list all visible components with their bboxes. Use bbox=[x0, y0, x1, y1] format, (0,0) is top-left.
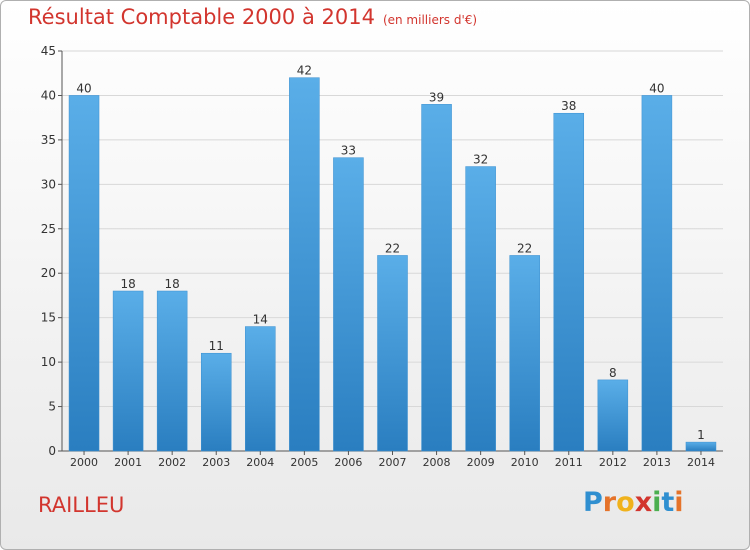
data-label: 8 bbox=[609, 366, 617, 380]
x-tick-label: 2005 bbox=[290, 456, 318, 469]
y-tick-label: 35 bbox=[41, 133, 56, 147]
x-tick-label: 2008 bbox=[423, 456, 451, 469]
bar bbox=[509, 255, 540, 452]
y-tick-label: 20 bbox=[41, 266, 56, 280]
x-tick-label: 2001 bbox=[114, 456, 142, 469]
data-label: 40 bbox=[76, 81, 91, 95]
bar bbox=[333, 157, 364, 452]
commune-name: RAILLEU bbox=[38, 493, 125, 517]
data-label: 39 bbox=[429, 90, 444, 104]
bar bbox=[685, 441, 717, 452]
y-tick-label: 10 bbox=[41, 355, 56, 369]
y-tick-label: 15 bbox=[41, 311, 56, 325]
x-tick-label: 2007 bbox=[379, 456, 407, 469]
bar bbox=[465, 166, 496, 452]
x-tick-label: 2002 bbox=[158, 456, 186, 469]
data-label: 40 bbox=[649, 81, 664, 95]
data-label: 18 bbox=[165, 277, 180, 291]
chart-title: Résultat Comptable 2000 à 2014 (en millie… bbox=[28, 5, 478, 29]
x-tick-label: 2003 bbox=[202, 456, 230, 469]
y-tick-label: 25 bbox=[41, 222, 56, 236]
bar bbox=[553, 112, 585, 452]
logo-letter: i bbox=[674, 487, 684, 518]
bar bbox=[421, 104, 452, 452]
data-label: 1 bbox=[697, 428, 705, 442]
chart-subtitle: (en milliers d'€) bbox=[382, 13, 478, 27]
bar bbox=[641, 95, 673, 452]
x-tick-label: 2014 bbox=[687, 456, 715, 469]
x-tick-label: 2000 bbox=[70, 456, 98, 469]
y-tick-label: 40 bbox=[41, 88, 56, 102]
x-tick-label: 2011 bbox=[555, 456, 583, 469]
data-label: 14 bbox=[253, 313, 268, 327]
bar bbox=[156, 290, 188, 452]
logo-letter: x bbox=[634, 487, 653, 518]
bar bbox=[377, 255, 408, 452]
logo-letter: P bbox=[583, 487, 603, 518]
data-label: 32 bbox=[473, 153, 488, 167]
logo-letter: o bbox=[616, 487, 635, 518]
y-tick-label: 0 bbox=[48, 444, 56, 458]
bar bbox=[112, 290, 144, 452]
bar bbox=[200, 352, 232, 452]
data-label: 11 bbox=[209, 339, 224, 353]
x-tick-label: 2009 bbox=[467, 456, 495, 469]
x-tick-label: 2013 bbox=[643, 456, 671, 469]
logo-letter: r bbox=[602, 487, 617, 518]
y-tick-label: 30 bbox=[41, 177, 56, 191]
proxiti-logo: Proxiti bbox=[583, 487, 684, 518]
x-tick-label: 2010 bbox=[511, 456, 539, 469]
data-label: 22 bbox=[517, 241, 532, 255]
data-label: 22 bbox=[385, 241, 400, 255]
y-tick-label: 45 bbox=[41, 44, 56, 58]
bar bbox=[68, 95, 100, 452]
x-tick-label: 2004 bbox=[246, 456, 274, 469]
x-tick-label: 2006 bbox=[334, 456, 362, 469]
logo-letter: t bbox=[661, 487, 675, 518]
data-label: 38 bbox=[561, 99, 576, 113]
bar bbox=[597, 379, 629, 452]
bar bbox=[289, 77, 320, 452]
logo-letter: i bbox=[652, 487, 662, 518]
x-tick-label: 2012 bbox=[599, 456, 627, 469]
data-label: 18 bbox=[120, 277, 135, 291]
data-label: 42 bbox=[297, 64, 312, 78]
data-label: 33 bbox=[341, 144, 356, 158]
y-tick-label: 5 bbox=[48, 400, 56, 414]
bar bbox=[245, 326, 276, 452]
